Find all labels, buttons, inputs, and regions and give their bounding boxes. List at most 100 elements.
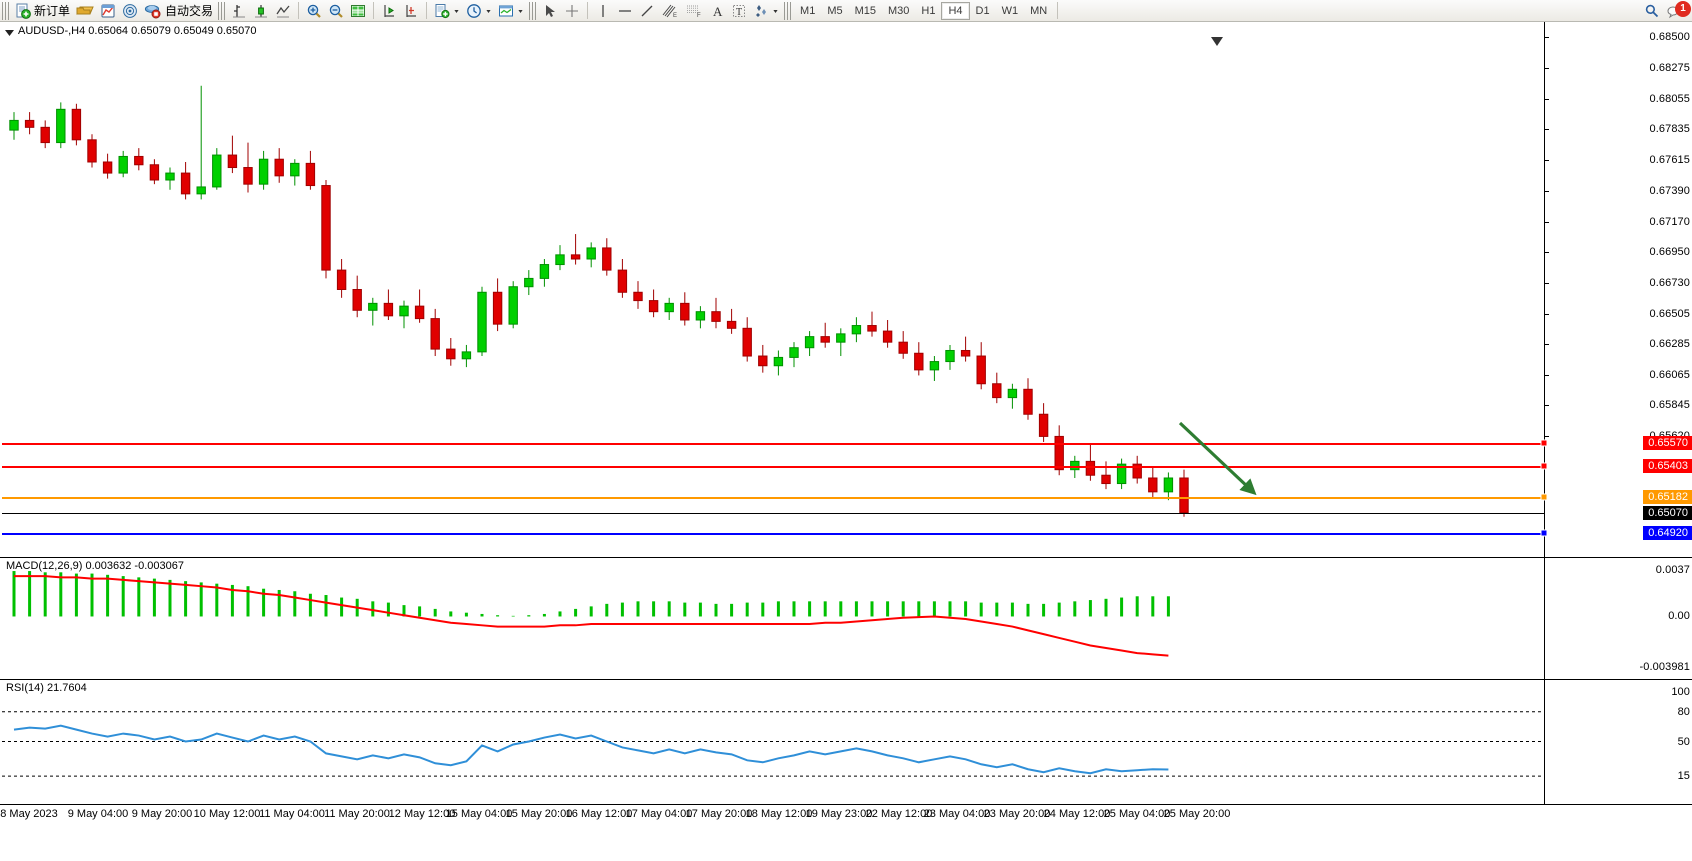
bar-chart-button[interactable]: [228, 1, 250, 21]
toolbar-grip-2[interactable]: [218, 1, 226, 20]
order-line-handle[interactable]: [1540, 462, 1548, 470]
crosshair-button[interactable]: [561, 1, 583, 21]
chevron-down-icon-2[interactable]: [485, 4, 492, 18]
time-axis[interactable]: 8 May 2023 9 May 04:00 9 May 20:00 10 May 1…: [0, 804, 1692, 822]
templates-icon: [499, 5, 514, 16]
line-chart-button[interactable]: [272, 1, 294, 21]
rsi-pane[interactable]: RSI(14) 21.7604 100 80 50 15: [0, 679, 1692, 804]
take-profit-line[interactable]: [2, 533, 1544, 536]
shift-start-button[interactable]: [378, 1, 400, 21]
trendline-button[interactable]: [636, 1, 658, 21]
timeframe-mn[interactable]: MN: [1030, 4, 1048, 17]
price-plot-area[interactable]: [2, 22, 1544, 557]
macd-signal-line: [14, 575, 1169, 657]
macd-plot-area[interactable]: [2, 558, 1544, 679]
zoom-in-button[interactable]: [303, 1, 325, 21]
timeframe-d1[interactable]: D1: [975, 4, 990, 17]
chevron-down-icon-3[interactable]: [517, 4, 524, 18]
templates-button[interactable]: [495, 1, 527, 21]
auto-trading-icon: [144, 4, 161, 18]
rsi-axis[interactable]: 100 80 50 15: [1544, 680, 1692, 804]
new-order-button[interactable]: 新订单: [12, 1, 73, 21]
chart-menu-arrow-icon[interactable]: [4, 28, 15, 38]
zoom-out-button[interactable]: [325, 1, 347, 21]
entry-line[interactable]: [2, 497, 1544, 500]
stop-loss-line-handle[interactable]: [1540, 439, 1548, 447]
price-tick-label: 0.68055: [1649, 92, 1690, 105]
auto-trading-button[interactable]: 自动交易: [141, 1, 216, 21]
time-tick-label: 23 May 20:00: [983, 808, 1051, 820]
toolbar-grip-4[interactable]: [784, 1, 792, 20]
time-tick-label: 25 May 20:00: [1163, 808, 1231, 820]
cursor-button[interactable]: [539, 1, 561, 21]
take-profit-line-handle[interactable]: [1540, 529, 1548, 537]
rsi-tick-label: 50: [1677, 735, 1690, 748]
order-line[interactable]: [2, 466, 1544, 469]
indicators-button[interactable]: [431, 1, 463, 21]
macd-series: [12, 571, 1170, 657]
price-axis[interactable]: 0.68500 0.68275 0.68055 0.67835 0.67615 0.673…: [1544, 22, 1692, 557]
toolbar-separator-2: [373, 2, 375, 19]
chevron-down-icon[interactable]: [453, 4, 460, 18]
shift-end-button[interactable]: [400, 1, 422, 21]
trendline-icon: [641, 5, 653, 16]
equidistant-channel-button[interactable]: E: [658, 1, 682, 21]
entry-line-handle[interactable]: [1540, 493, 1548, 501]
stop-loss-line[interactable]: [2, 443, 1544, 446]
vline-icon: [602, 4, 604, 17]
price-tick: [1545, 405, 1549, 407]
data-window-button[interactable]: [347, 1, 369, 21]
rsi-plot-area[interactable]: [2, 680, 1544, 804]
vertical-line-button[interactable]: [592, 1, 614, 21]
current-price-line[interactable]: [2, 512, 1544, 514]
notification-badge: 1: [1675, 0, 1691, 17]
bar-chart-icon: [233, 4, 246, 17]
timeframe-m30[interactable]: M30: [888, 4, 910, 17]
label-button[interactable]: T: [728, 1, 750, 21]
toolbar-grip[interactable]: [2, 1, 9, 20]
time-tick-label: 25 May 04:00: [1103, 808, 1171, 820]
svg-text:T: T: [736, 7, 742, 18]
time-tick-label: 11 May 04:00: [259, 808, 325, 820]
entry-line-label[interactable]: 0.65182: [1643, 490, 1692, 505]
price-tick-label: 0.67615: [1649, 153, 1690, 166]
period-button[interactable]: [463, 1, 495, 21]
stop-loss-line-label[interactable]: 0.65570: [1643, 436, 1692, 451]
chart-container[interactable]: AUDUSD-,H4 0.65064 0.65079 0.65049 0.650…: [0, 22, 1692, 861]
current-price-line-label[interactable]: 0.65070: [1643, 505, 1692, 520]
timeframe-w1[interactable]: W1: [1001, 4, 1019, 17]
chart-symbol-title: AUDUSD-,H4 0.65064 0.65079 0.65049 0.650…: [18, 25, 257, 37]
time-tick-label: 11 May 20:00: [324, 808, 390, 820]
folder-button[interactable]: [73, 1, 97, 21]
shapes-button[interactable]: [750, 1, 782, 21]
timeframe-h4[interactable]: H4: [941, 1, 970, 20]
toolbar-grip-3[interactable]: [529, 1, 537, 20]
svg-text:A: A: [713, 4, 723, 19]
timeframe-m1[interactable]: M1: [800, 4, 816, 17]
zoom-in-icon: [307, 4, 321, 18]
line-chart-icon: [276, 5, 290, 17]
candlestick-button[interactable]: [250, 1, 272, 21]
take-profit-line-label[interactable]: 0.64920: [1643, 526, 1692, 541]
time-tick-label: 15 May 04:00: [445, 808, 513, 820]
equidistant-channel-icon: E: [662, 4, 677, 19]
order-line-label[interactable]: 0.65403: [1643, 459, 1692, 474]
navigator-button[interactable]: [119, 1, 141, 21]
text-button[interactable]: A: [706, 1, 728, 21]
price-pane[interactable]: AUDUSD-,H4 0.65064 0.65079 0.65049 0.650…: [0, 22, 1692, 557]
price-tick-label: 0.68500: [1649, 31, 1690, 44]
macd-pane[interactable]: MACD(12,26,9) 0.003632 -0.003067 0.0037 0…: [0, 557, 1692, 679]
time-tick-label: 12 May 12:00: [388, 808, 456, 820]
timeframe-m5[interactable]: M5: [827, 4, 843, 17]
macd-axis[interactable]: 0.0037 0.00 -0.003981: [1544, 558, 1692, 679]
chevron-down-icon-4[interactable]: [772, 4, 779, 18]
timeframe-h1[interactable]: H1: [921, 4, 936, 17]
rsi-tick-label: 15: [1677, 770, 1690, 783]
timeframe-m15[interactable]: M15: [854, 4, 876, 17]
market-watch-button[interactable]: [97, 1, 119, 21]
fibonacci-button[interactable]: F: [682, 1, 706, 21]
macd-tick-label: 0.00: [1668, 610, 1690, 623]
horizontal-line-button[interactable]: [614, 1, 636, 21]
alert-button[interactable]: 1: [1663, 0, 1692, 21]
search-button[interactable]: [1641, 1, 1663, 21]
